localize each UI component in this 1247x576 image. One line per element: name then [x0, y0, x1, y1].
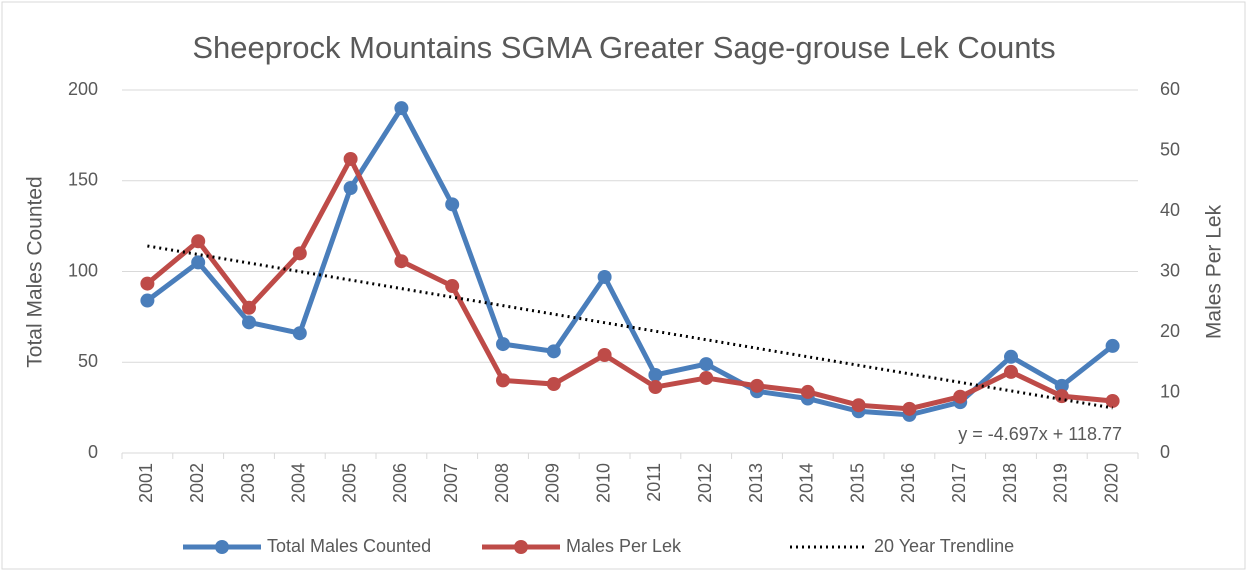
x-tick-label: 2007 [441, 463, 461, 503]
series-point [648, 367, 663, 382]
series-point [394, 101, 409, 116]
y2-tick-label: 30 [1160, 260, 1180, 280]
x-tick-label: 2005 [339, 463, 359, 503]
series-point [343, 151, 358, 166]
series-point [546, 377, 561, 392]
series-point [496, 373, 510, 388]
y-tick-label: 200 [68, 79, 98, 99]
series-point [1054, 389, 1069, 404]
series-point [750, 378, 764, 393]
x-tick-label: 2003 [238, 463, 258, 503]
series-point [1105, 393, 1120, 408]
x-tick-label: 2019 [1051, 463, 1071, 503]
legend-label: Total Males Counted [267, 536, 431, 556]
series-point [699, 370, 714, 385]
legend-marker [215, 540, 229, 554]
chart-title: Sheeprock Mountains SGMA Greater Sage-gr… [192, 30, 1055, 65]
x-tick-label: 2017 [949, 463, 969, 503]
series-point [292, 326, 307, 341]
trendline [147, 244, 1113, 410]
x-tick-label: 2011 [644, 463, 664, 502]
series-point [394, 254, 409, 269]
series-point [1105, 338, 1120, 353]
x-tick-label: 2014 [797, 463, 817, 503]
y2-tick-label: 0 [1160, 442, 1170, 462]
x-tick-label: 2001 [136, 463, 156, 503]
series-line [145, 103, 1115, 418]
legend-label: 20 Year Trendline [874, 536, 1014, 556]
x-tick-label: 2008 [492, 463, 512, 503]
series-point [1004, 349, 1018, 364]
y2-tick-label: 10 [1160, 381, 1180, 401]
series-point [242, 300, 256, 315]
x-tick-label: 2016 [898, 463, 918, 503]
x-tick-label: 2020 [1101, 463, 1121, 503]
y2-tick-label: 40 [1160, 200, 1180, 220]
series-line [145, 153, 1113, 412]
series-point [1004, 364, 1018, 379]
series-point [242, 315, 256, 330]
series-point [597, 269, 612, 284]
series-point [902, 401, 917, 416]
series-point [496, 337, 510, 352]
y-tick-label: 100 [68, 260, 98, 280]
y2-axis-label: Males Per Lek [1203, 204, 1226, 339]
x-tick-label: 2013 [746, 463, 766, 503]
series-point [597, 347, 612, 362]
series-point [343, 181, 358, 196]
legend-marker [514, 540, 528, 554]
series-point [953, 389, 968, 404]
x-tick-label: 2010 [593, 463, 613, 503]
x-tick-label: 2004 [289, 463, 309, 503]
series-point [140, 293, 155, 308]
x-tick-label: 2009 [543, 463, 563, 503]
trendline-equation: y = -4.697x + 118.77 [958, 424, 1122, 444]
x-tick-label: 2006 [390, 463, 410, 503]
x-tick-label: 2018 [1000, 463, 1020, 503]
y2-tick-label: 20 [1160, 321, 1180, 341]
series-point [546, 344, 561, 359]
x-tick-label: 2015 [847, 463, 867, 503]
series-point [445, 197, 460, 212]
series-point [800, 384, 815, 399]
series-point [292, 246, 307, 261]
series-point [1054, 378, 1069, 393]
y-tick-label: 50 [78, 351, 98, 371]
y-tick-label: 0 [88, 442, 98, 462]
x-tick-label: 2012 [695, 463, 715, 503]
series-point [648, 380, 663, 395]
legend-label: Males Per Lek [566, 536, 682, 556]
series-point [140, 276, 155, 291]
x-tick-label: 2002 [187, 463, 207, 503]
y2-tick-label: 50 [1160, 139, 1180, 159]
series-point [191, 255, 206, 270]
y-axis-label: Total Males Counted [24, 176, 47, 367]
y-tick-label: 150 [68, 170, 98, 190]
series-point [191, 234, 206, 249]
series-point [851, 398, 866, 413]
series-point [445, 279, 460, 294]
series-point [699, 357, 714, 372]
y2-tick-label: 60 [1160, 79, 1180, 99]
